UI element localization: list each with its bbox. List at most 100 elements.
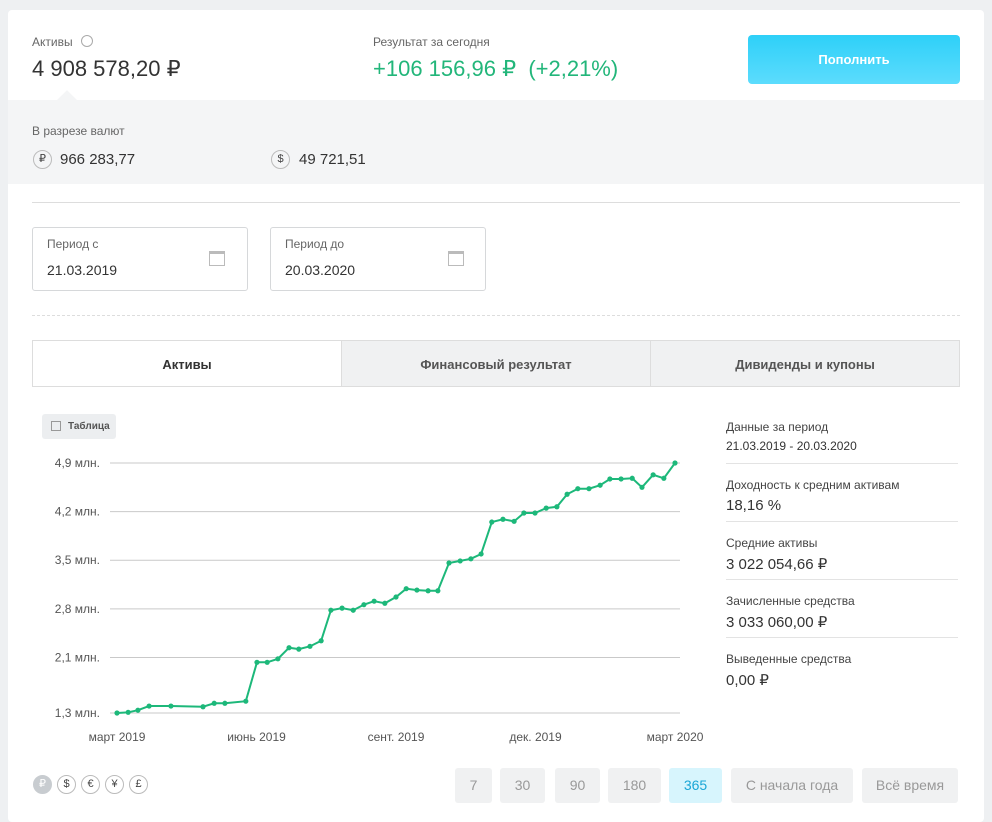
point [254,659,260,665]
point [489,519,495,525]
currency-value: 49 721,51 [299,151,366,168]
point [511,518,517,524]
stat-divider [726,521,958,522]
x-tick-label: март 2020 [647,730,704,744]
point [296,646,302,652]
stat-divider [726,637,958,638]
currency-button[interactable]: ¥ [105,775,124,794]
point [554,504,560,510]
x-tick-label: дек. 2019 [509,730,562,744]
stat-value: 3 033 060,00 ₽ [726,614,828,631]
chart: 1,3 млн. 2,1 млн. 2,8 млн. 3,5 млн. 4,2 млн.… [55,456,704,744]
period-to-label: Период до [285,237,345,251]
line [116,462,676,714]
range-button[interactable]: Всё время [862,768,958,803]
period-to[interactable] [270,227,486,291]
y-tick-label: 3,5 млн. [55,553,100,567]
point [468,556,474,562]
point [414,587,420,593]
result-value: +106 156,96 ₽ (+2,21%) [373,56,618,82]
point [339,605,345,611]
currency-icon: $ [271,150,290,169]
point [222,700,228,706]
point [661,475,667,481]
deposit-button[interactable]: Пополнить [748,35,960,84]
point [125,709,131,715]
divider [32,315,960,316]
calendar-icon [209,251,225,266]
currency-button[interactable]: $ [57,775,76,794]
point [403,586,409,592]
currency-button[interactable]: ₽ [33,775,52,794]
point [672,460,678,466]
stat-divider [726,463,958,464]
stat-divider [726,579,958,580]
point [521,510,527,516]
result-label: Результат за сегодня [373,35,490,49]
point [586,486,592,492]
point [200,704,206,710]
point [543,505,549,511]
point [350,607,356,613]
y-tick-label: 4,2 млн. [55,505,100,519]
point [393,594,399,600]
assets-label: Активы [32,35,73,49]
y-tick-label: 2,1 млн. [55,650,100,664]
stat-value: 0,00 ₽ [726,672,769,689]
range-button[interactable]: С начала года [731,768,853,803]
tab[interactable]: Дивиденды и купоны [650,340,960,387]
range-button[interactable]: 30 [500,768,545,803]
stat-value: 21.03.2019 - 20.03.2020 [726,439,857,453]
stat-label: Данные за период [726,420,829,434]
period-from[interactable] [32,227,248,291]
point [532,510,538,516]
stat-label: Доходность к средним активам [726,478,900,492]
currency-button[interactable]: € [81,775,100,794]
point [146,703,152,709]
range-button[interactable]: 90 [555,768,600,803]
point [639,484,645,490]
tab[interactable]: Активы [32,340,342,387]
period-from-label: Период с [47,237,99,251]
settings-icon[interactable] [81,35,93,47]
calendar-icon [448,251,464,266]
assets-value: 4 908 578,20 ₽ [32,56,181,81]
point [607,476,613,482]
range-button[interactable]: 7 [455,768,492,803]
currency-button[interactable]: £ [129,775,148,794]
point [135,707,141,713]
stat-label: Средние активы [726,536,818,550]
point [425,588,431,594]
x-tick-label: март 2019 [89,730,146,744]
point [168,703,174,709]
point [650,472,656,478]
y-tick-label: 2,8 млн. [55,602,100,616]
period-to-value: 20.03.2020 [285,262,356,278]
point [382,600,388,606]
point [457,558,463,564]
range-button[interactable]: 365 [669,768,722,803]
point [361,602,367,608]
divider [32,202,960,203]
point [275,656,281,662]
point [597,482,603,488]
point [307,643,313,649]
table-button[interactable]: Таблица [42,414,116,439]
point [264,659,270,665]
point [618,476,624,482]
result-percent: (+2,21%) [528,56,619,81]
point [328,607,334,613]
result-amount: +106 156,96 ₽ [373,56,517,81]
point [446,560,452,566]
x-tick-label: сент. 2019 [368,730,425,744]
point [478,551,484,557]
point [286,645,292,651]
point [500,516,506,522]
currency-icon: ₽ [33,150,52,169]
point [435,588,441,594]
point [629,475,635,481]
tab[interactable]: Финансовый результат [341,340,651,387]
point [243,698,249,704]
range-button[interactable]: 180 [608,768,661,803]
